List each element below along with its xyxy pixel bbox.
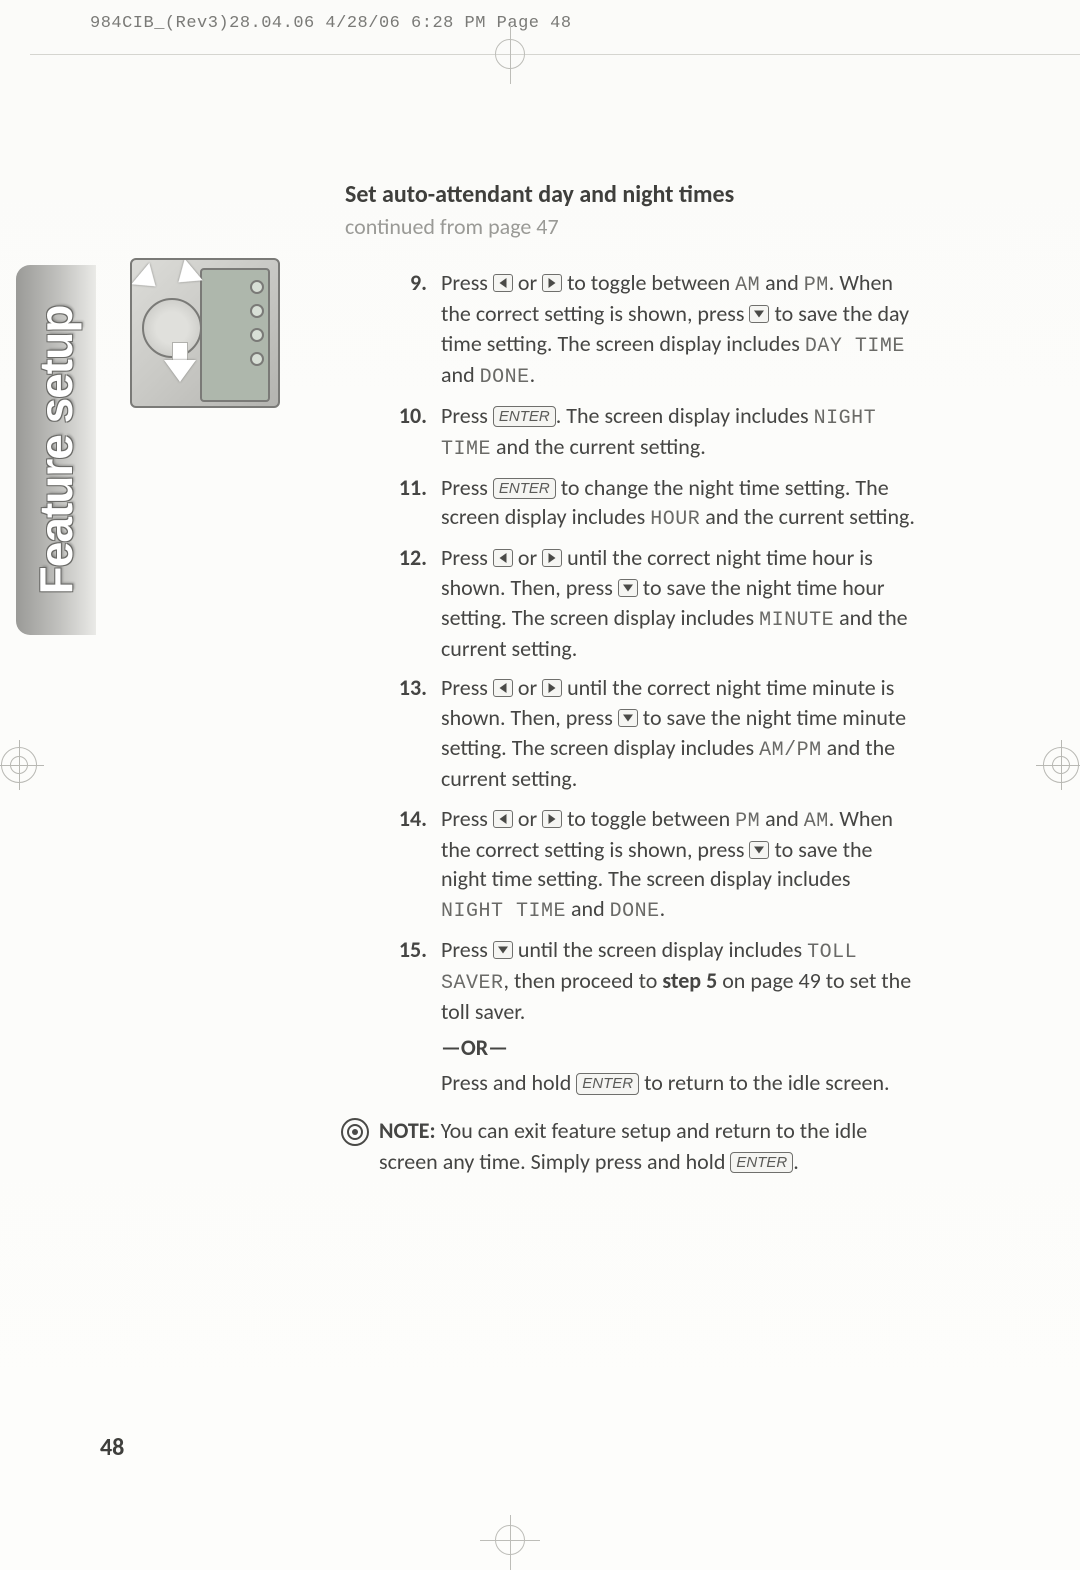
page-subheading: continued from page 47 [345,213,915,240]
text: and [441,361,480,388]
step-number: 11. [393,473,441,534]
note-icon [341,1118,369,1146]
text: and the current setting. [700,503,915,530]
step-15: 15. Press until the screen display inclu… [393,935,915,1098]
page-number: 48 [100,1433,124,1462]
crop-mark-bottom [480,1515,540,1570]
step-number: 9. [393,268,441,391]
step-number: 10. [393,401,441,463]
enter-key-icon: ENTER [493,478,556,500]
step-12: 12. Press or until the correct night tim… [393,543,915,663]
text: Press [441,805,493,832]
right-key-icon [542,679,562,697]
enter-key-icon: ENTER [493,406,556,428]
left-key-icon [493,274,513,292]
down-key-icon [749,305,769,323]
step-number: 13. [393,673,441,793]
step-9: 9. Press or to toggle between AM and PM.… [393,268,915,391]
lcd-text: PM [804,274,829,297]
text: Press [441,544,493,571]
text: or [513,674,542,701]
left-key-icon [493,679,513,697]
text: Press [441,402,493,429]
step-number: 14. [393,804,441,925]
lcd-text: PM [735,810,760,833]
right-key-icon [542,274,562,292]
text: . The screen display includes [556,402,814,429]
text: . [793,1148,799,1175]
right-key-icon [542,810,562,828]
lcd-text: NIGHT TIME [441,900,566,923]
text: or [513,269,542,296]
right-key-icon [542,549,562,567]
step-number: 12. [393,543,441,663]
lcd-text: DONE [480,366,530,389]
lcd-text: AM/PM [759,739,822,762]
enter-key-icon: ENTER [576,1073,639,1095]
note-block: NOTE: You can exit feature setup and ret… [341,1116,915,1178]
step-13: 13. Press or until the correct night tim… [393,673,915,793]
text: to toggle between [562,805,735,832]
text: , then proceed to [504,967,663,994]
text: Press and hold [441,1069,576,1096]
step-11: 11. Press ENTER to change the night time… [393,473,915,534]
text: Press [441,936,493,963]
text: to toggle between [562,269,735,296]
note-label: NOTE: [379,1117,436,1144]
step-14: 14. Press or to toggle between PM and AM… [393,804,915,925]
lcd-text: DONE [610,900,660,923]
crop-mark-left [0,740,44,790]
text: Press [441,674,493,701]
lcd-text: DAY TIME [805,335,905,358]
text: and [760,805,804,832]
down-key-icon [618,709,638,727]
page-heading: Set auto-attendant day and night times [345,180,915,209]
or-separator: —OR— [441,1033,915,1063]
text: until the screen display includes [513,936,807,963]
down-key-icon [493,941,513,959]
step-10: 10. Press ENTER. The screen display incl… [393,401,915,463]
lcd-text: AM [735,274,760,297]
section-tab-label: Feature setup [29,306,83,595]
text: or [513,805,542,832]
left-key-icon [493,549,513,567]
crop-mark-top [480,24,540,84]
text: and the current setting. [491,433,706,460]
steps-list: 9. Press or to toggle between AM and PM.… [345,268,915,1098]
device-illustration [130,258,280,408]
crop-mark-right [1036,740,1080,790]
down-key-icon [618,579,638,597]
left-key-icon [493,810,513,828]
lcd-text: HOUR [650,508,700,531]
section-tab: Feature setup [16,265,96,635]
text: and [760,269,804,296]
text: and [566,895,610,922]
enter-key-icon: ENTER [730,1152,793,1174]
text: to return to the idle screen. [639,1069,890,1096]
text: or [513,544,542,571]
text: Press [441,269,493,296]
step-number: 15. [393,935,441,1098]
lcd-text: MINUTE [759,609,834,632]
text: Press [441,474,493,501]
content-region: Set auto-attendant day and night times c… [345,180,915,1178]
lcd-text: AM [804,810,829,833]
down-key-icon [749,841,769,859]
text-bold: step 5 [662,967,717,994]
